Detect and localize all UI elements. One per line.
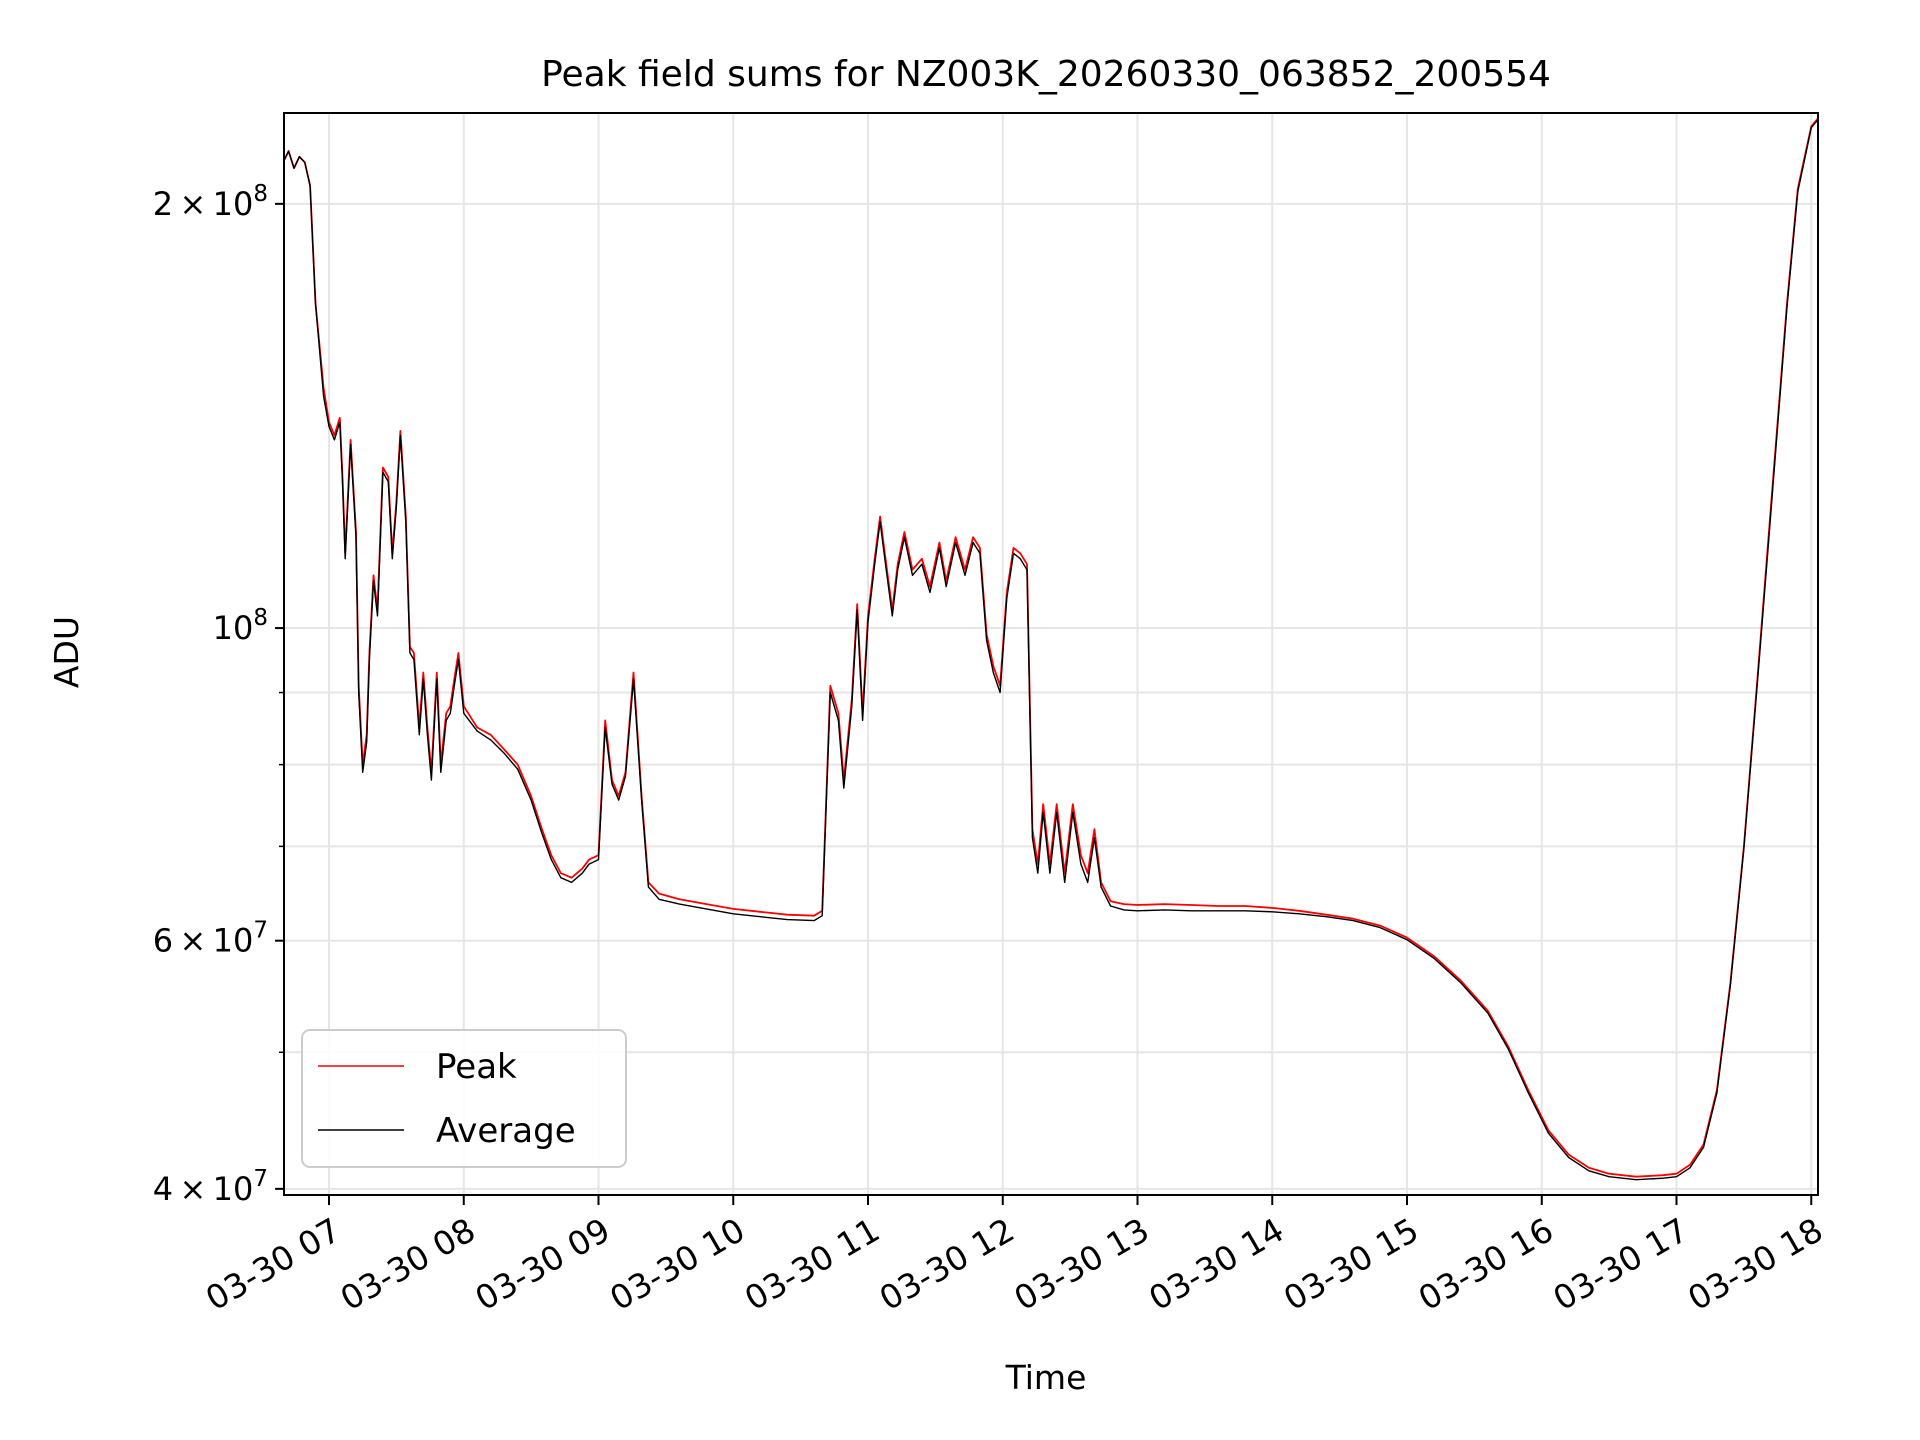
y-tick-label: 2 × 108 xyxy=(153,181,268,223)
legend-peak-label: Peak xyxy=(436,1047,517,1087)
y-axis-label: ADU xyxy=(47,616,86,688)
legend: Peak Average xyxy=(301,1029,627,1168)
y-tick-label: 4 × 107 xyxy=(153,1166,268,1208)
y-tick-label: 108 xyxy=(213,605,268,647)
x-axis-label: Time xyxy=(1005,1358,1087,1397)
grid-layer xyxy=(284,113,1818,1195)
plot-background xyxy=(284,113,1818,1195)
y-axis: 4 × 107 6 × 107 108 2 × 108 xyxy=(153,181,284,1208)
chart-title: Peak field sums for NZ003K_20260330_0638… xyxy=(541,54,1551,95)
plot-frame xyxy=(283,112,1819,1196)
plot-area xyxy=(283,112,1819,1196)
series-line-average xyxy=(283,119,1819,1181)
y-tick-label: 6 × 107 xyxy=(153,918,268,960)
series-layer xyxy=(283,117,1819,1181)
legend-average-label: Average xyxy=(436,1111,576,1151)
legend-box xyxy=(301,1029,627,1168)
